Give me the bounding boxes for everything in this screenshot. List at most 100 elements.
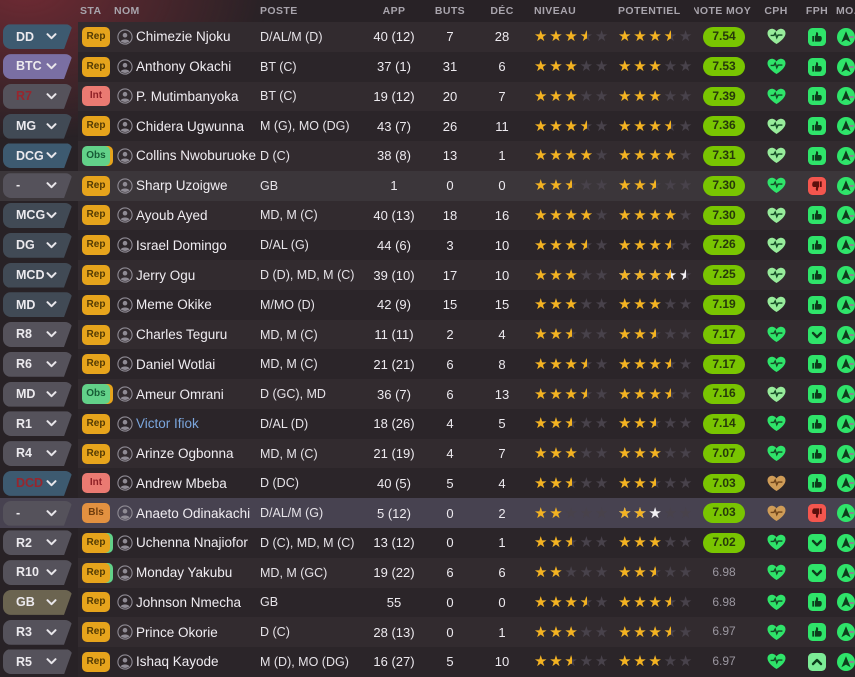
position-selector[interactable]: R7 [3,84,73,109]
player-name[interactable]: Jerry Ogu [136,267,196,283]
player-name[interactable]: Collins Nwoburuoke [136,148,257,164]
star-icon: ★ ★ [633,28,647,46]
position-selector[interactable]: GB [3,590,73,615]
star-icon: ★ ★ [618,206,632,224]
position-selector[interactable]: MCD [3,263,73,288]
average-rating-badge: 7.53 [703,56,745,77]
player-name[interactable]: Charles Teguru [136,327,228,343]
player-name[interactable]: Daniel Wotlai [136,356,216,372]
player-name[interactable]: Chimezie Njoku [136,29,231,45]
player-row[interactable]: R4 Rep Arinze Ogbonna MD, M (C) 21 (19) … [0,438,855,469]
truncated-column-sliver [849,184,854,187]
position-selector[interactable]: MD [3,382,73,407]
header-app[interactable]: APP [382,5,406,17]
player-row[interactable]: MD Obs Ameur Omrani D (GC), MD 36 (7) 6 … [0,379,855,409]
player-name[interactable]: Meme Okike [136,297,212,313]
header-dec[interactable]: DÉC [490,5,514,17]
header-nom[interactable]: NOM [114,5,140,17]
header-mo[interactable]: MO... [836,5,855,17]
player-name[interactable]: Andrew Mbeba [136,475,227,491]
player-name[interactable]: Anthony Okachi [136,59,232,75]
header-potentiel[interactable]: POTENTIEL [618,5,681,17]
player-row[interactable]: DG Rep Israel Domingo D/AL (G) 44 (6) 3 … [0,230,855,261]
position-selector[interactable]: R2 [3,530,73,555]
position-selector[interactable]: BTC [3,54,73,79]
player-row[interactable]: DCG Obs Collins Nwoburuoke D (C) 38 (8) … [0,141,855,171]
player-name[interactable]: Ishaq Kayode [136,654,219,670]
star-icon: ★ ★ [633,534,647,552]
player-name[interactable]: Uchenna Nnajiofor [136,535,248,551]
star-icon: ★ [678,534,693,552]
position-selector[interactable]: R4 [3,441,73,466]
player-row[interactable]: DD Rep Chimezie Njoku D/AL/M (D) 40 (12)… [0,22,855,52]
player-name[interactable]: Prince Okorie [136,624,218,640]
position-selector[interactable]: MD [3,292,73,317]
average-rating-badge: 7.36 [703,116,745,136]
star-icon: ★ [678,623,693,641]
star-icon: ★ [579,474,594,492]
player-name[interactable]: Victor Ifiok [136,416,199,432]
header-buts[interactable]: BUTS [434,5,466,17]
header-sta[interactable]: STA [80,5,102,17]
position-selector[interactable]: - [3,173,73,198]
position-selector[interactable]: R8 [3,322,73,347]
position-selector[interactable]: DG [3,233,73,258]
position-selector[interactable]: DCD [3,471,73,496]
header-cph[interactable]: CPH [764,5,788,17]
player-row[interactable]: MD Rep Meme Okike M/MO (D) 42 (9) 15 15 … [0,289,855,320]
position-selector[interactable]: R5 [3,649,73,674]
position-selector[interactable]: MCG [3,203,73,228]
position-selector[interactable]: R1 [3,411,73,436]
thumb-up-icon [798,439,836,469]
person-icon [114,349,136,379]
position-selector[interactable]: - [3,501,73,526]
niveau-stars: ★ ★ ★ ★ ★ ★ ★ ★ ★ [526,111,610,141]
header-poste[interactable]: POSTE [260,5,298,17]
player-row[interactable]: MCD Rep Jerry Ogu D (D), MD, M (C) 39 (1… [0,260,855,290]
position-selector[interactable]: MG [3,114,73,139]
star-icon: ★ ★ [663,28,678,46]
header-note-moy[interactable]: NOTE MOY [694,5,754,17]
player-name[interactable]: Johnson Nmecha [136,594,242,610]
player-row[interactable]: MG Rep Chidera Ugwunna M (G), MO (DG) 43… [0,111,855,142]
player-name[interactable]: P. Mutimbanyoka [136,88,239,104]
player-name[interactable]: Ameur Omrani [136,386,224,402]
player-name[interactable]: Monday Yakubu [136,565,233,581]
position-selector[interactable]: R3 [3,620,73,645]
player-row[interactable]: - Bls Anaeto Odinakachi D/AL/M (G) 5 (12… [0,498,855,529]
player-name[interactable]: Chidera Ugwunna [136,118,245,134]
header-fph[interactable]: FPH [805,5,829,17]
player-name[interactable]: Israel Domingo [136,237,227,253]
star-icon: ★ ★ [648,87,662,105]
player-name[interactable]: Anaeto Odinakachi [136,505,251,521]
player-row[interactable]: - Rep Sharp Uzoigwe GB 1 0 0 ★ ★ ★ ★ ★ ★ ★ ★ ★ ★… [0,170,855,201]
niveau-stars: ★ ★ ★ ★ ★ ★ ★ ★ ★ [526,141,610,171]
player-row[interactable]: R5 Rep Ishaq Kayode M (D), MO (DG) 16 (2… [0,647,855,677]
position-selector[interactable]: R10 [3,560,73,585]
player-name[interactable]: Arinze Ogbonna [136,446,234,462]
average-rating-badge: 7.26 [703,235,745,256]
position-selector[interactable]: R6 [3,352,73,377]
player-name[interactable]: Ayoub Ayed [136,207,208,223]
header-niveau[interactable]: NIVEAU [534,5,577,17]
player-row[interactable]: R10 Rep Monday Yakubu MD, M (GC) 19 (22)… [0,557,855,588]
player-row[interactable]: R2 Rep Uchenna Nnajiofor D (C), MD, M (C… [0,528,855,558]
player-name[interactable]: Sharp Uzoigwe [136,178,228,194]
player-row[interactable]: DCD Int Andrew Mbeba D (DC) 40 (5) 5 4 ★… [0,468,855,499]
position-selector[interactable]: DD [3,24,73,49]
star-icon: ★ ★ [564,296,578,314]
player-row[interactable]: BTC Rep Anthony Okachi BT (C) 37 (1) 31 … [0,51,855,82]
buts-cell: 5 [446,475,454,491]
position-selector[interactable]: DCG [3,143,73,168]
poste-cell: M/MO (D) [260,297,315,312]
player-row[interactable]: R6 Rep Daniel Wotlai MD, M (C) 21 (21) 6… [0,349,855,380]
player-row[interactable]: R3 Rep Prince Okorie D (C) 28 (13) 0 1 ★… [0,617,855,648]
player-row[interactable]: R1 Rep Victor Ifiok D/AL (D) 18 (26) 4 5… [0,408,855,439]
app-cell: 40 (12) [373,29,415,45]
player-row[interactable]: GB Rep Johnson Nmecha GB 55 0 0 ★ ★ ★ ★ ★ ★ ★ ★… [0,587,855,618]
player-row[interactable]: R7 Int P. Mutimbanyoka BT (C) 19 (12) 20… [0,81,855,112]
star-icon: ★ [678,206,693,224]
player-row[interactable]: R8 Rep Charles Teguru MD, M (C) 11 (11) … [0,319,855,350]
buts-cell: 3 [446,237,454,253]
player-row[interactable]: MCG Rep Ayoub Ayed MD, M (C) 40 (13) 18 … [0,200,855,231]
